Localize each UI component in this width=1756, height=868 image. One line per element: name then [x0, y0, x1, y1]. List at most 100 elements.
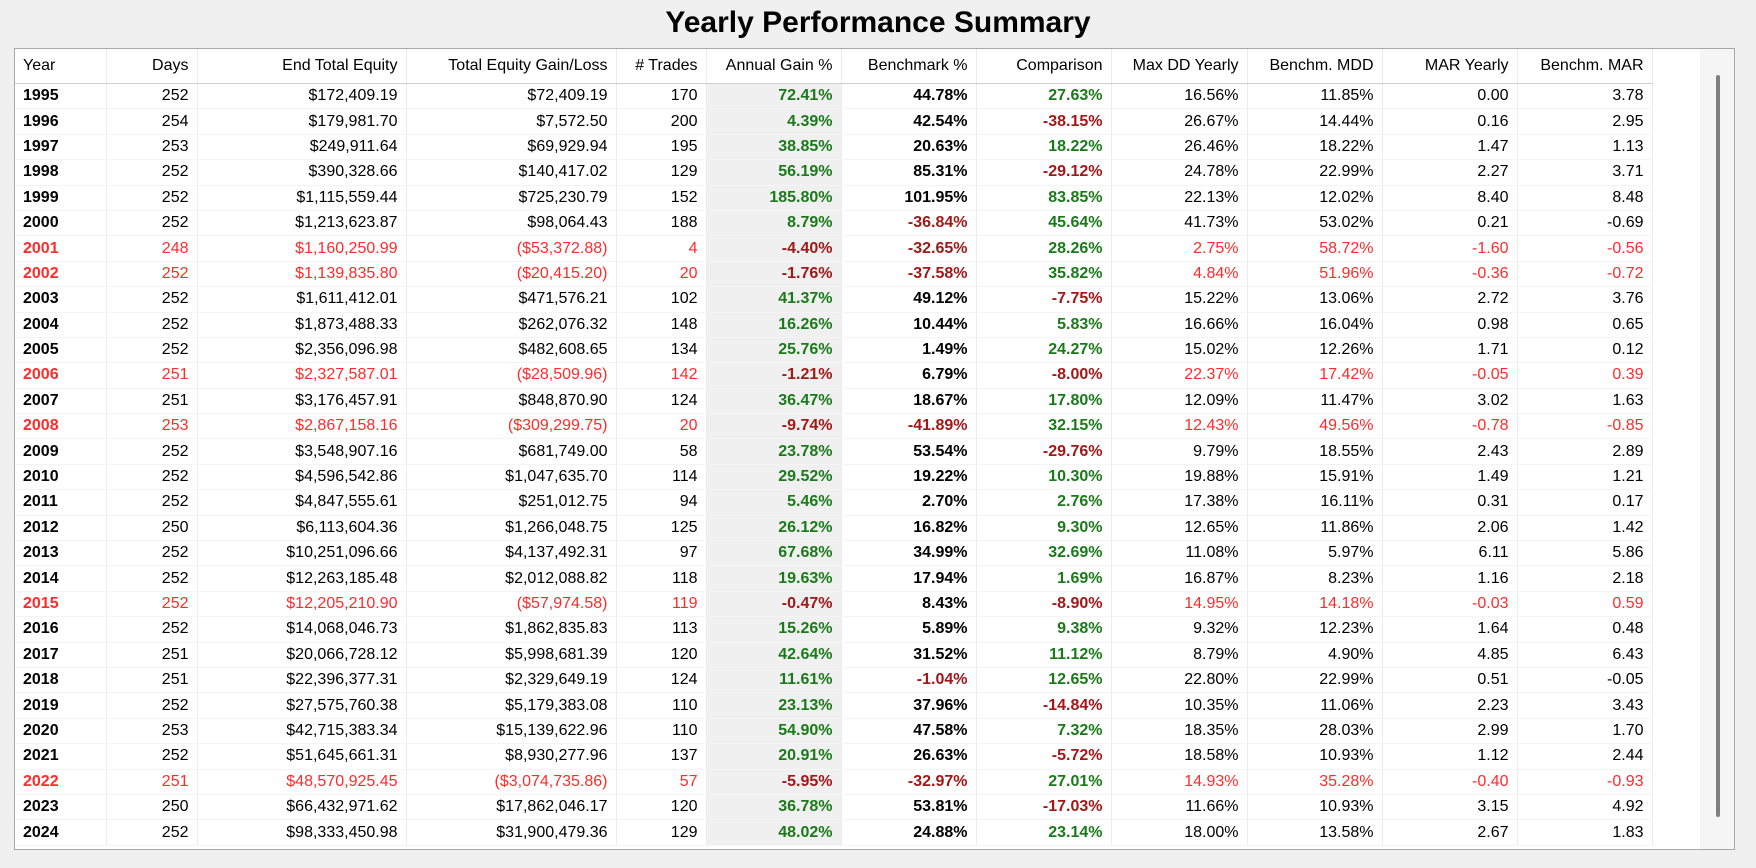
- cell-bmdd: 53.02%: [1247, 210, 1383, 237]
- cell-year: 1997: [15, 134, 107, 161]
- scrollbar-thumb[interactable]: [1716, 75, 1720, 817]
- table-row[interactable]: 2024 252 $98,333,450.98 $31,900,479.36 129 48…: [15, 819, 1653, 846]
- cell-mdd: 12.43%: [1111, 413, 1248, 440]
- cell-annual: 4.39%: [706, 108, 842, 135]
- cell-annual: 8.79%: [706, 210, 842, 237]
- column-header[interactable]: Benchm. MAR: [1517, 49, 1653, 84]
- cell-bmdd: 17.42%: [1247, 362, 1383, 389]
- cell-mar: 0.21: [1382, 210, 1518, 237]
- table-row[interactable]: 2009 252 $3,548,907.16 $681,749.00 58 23.78% 5…: [15, 438, 1653, 465]
- cell-comp: 32.69%: [976, 540, 1112, 567]
- table-row[interactable]: 2004 252 $1,873,488.33 $262,076.32 148 16.26%…: [15, 312, 1653, 338]
- column-header[interactable]: Comparison: [976, 49, 1112, 84]
- cell-annual: 185.80%: [706, 185, 842, 211]
- table-row[interactable]: 2010 252 $4,596,542.86 $1,047,635.70 114 29.5…: [15, 464, 1653, 491]
- cell-equity: $3,548,907.16: [197, 438, 407, 465]
- cell-comp: 35.82%: [976, 261, 1112, 288]
- cell-mdd: 12.65%: [1111, 515, 1248, 542]
- table-row[interactable]: 2006 251 $2,327,587.01 ($28,509.96) 142 -1.21…: [15, 362, 1653, 389]
- cell-equity: $66,432,971.62: [197, 794, 407, 821]
- cell-mdd: 22.80%: [1111, 667, 1248, 694]
- cell-bmdd: 51.96%: [1247, 261, 1383, 288]
- table-row[interactable]: 2020 253 $42,715,383.34 $15,139,622.96 110 54…: [15, 718, 1653, 745]
- table-row[interactable]: 1999 252 $1,115,559.44 $725,230.79 152 185.80…: [15, 185, 1653, 211]
- cell-bmdd: 16.04%: [1247, 312, 1383, 338]
- performance-table: Year Days End Total Equity Total Equity Gai…: [15, 49, 1653, 846]
- table-row[interactable]: 2023 250 $66,432,971.62 $17,862,046.17 120 36…: [15, 794, 1653, 821]
- cell-bmar: 3.71: [1517, 159, 1653, 186]
- cell-trades: 170: [616, 83, 707, 110]
- table-row[interactable]: 1998 252 $390,328.66 $140,417.02 129 56.19% 85…: [15, 159, 1653, 186]
- cell-year: 2005: [15, 337, 107, 364]
- cell-mar: 2.72: [1382, 286, 1518, 313]
- column-header[interactable]: Total Equity Gain/Loss: [406, 49, 617, 84]
- cell-trades: 148: [616, 312, 707, 338]
- cell-gain: $4,137,492.31: [406, 540, 617, 567]
- table-row[interactable]: 2017 251 $20,066,728.12 $5,998,681.39 120 42.…: [15, 642, 1653, 668]
- column-header[interactable]: Year: [15, 49, 107, 84]
- cell-bmdd: 58.72%: [1247, 235, 1383, 262]
- cell-days: 248: [106, 235, 198, 262]
- cell-mar: 2.27: [1382, 159, 1518, 186]
- cell-days: 252: [106, 185, 198, 211]
- table-row[interactable]: 2021 252 $51,645,661.31 $8,930,277.96 137 20.…: [15, 743, 1653, 770]
- table-row[interactable]: 2007 251 $3,176,457.91 $848,870.90 124 36.47%…: [15, 388, 1653, 415]
- table-row[interactable]: 2012 250 $6,113,604.36 $1,266,048.75 125 26.1…: [15, 515, 1653, 542]
- table-row[interactable]: 2019 252 $27,575,760.38 $5,179,383.08 110 23.…: [15, 692, 1653, 719]
- cell-trades: 58: [616, 438, 707, 465]
- table-row[interactable]: 2018 251 $22,396,377.31 $2,329,649.19 124 11.…: [15, 667, 1653, 694]
- column-header[interactable]: Benchmark %: [841, 49, 977, 84]
- table-row[interactable]: 2022 251 $48,570,925.45 ($3,074,735.86) 57 -5…: [15, 769, 1653, 795]
- cell-mar: -1.60: [1382, 235, 1518, 262]
- table-row[interactable]: 1995 252 $172,409.19 $72,409.19 170 72.41% 44.…: [15, 83, 1653, 110]
- cell-annual: 23.13%: [706, 692, 842, 719]
- cell-mar: 0.98: [1382, 312, 1518, 338]
- column-header[interactable]: Days: [106, 49, 198, 84]
- table-row[interactable]: 1997 253 $249,911.64 $69,929.94 195 38.85% 20.…: [15, 134, 1653, 161]
- table-row[interactable]: 2000 252 $1,213,623.87 $98,064.43 188 8.79% -3…: [15, 210, 1653, 237]
- cell-mdd: 14.93%: [1111, 769, 1248, 795]
- cell-gain: $31,900,479.36: [406, 819, 617, 846]
- cell-trades: 137: [616, 743, 707, 770]
- cell-bmar: 0.59: [1517, 591, 1653, 618]
- cell-year: 2006: [15, 362, 107, 389]
- table-row[interactable]: 2013 252 $10,251,096.66 $4,137,492.31 97 67.6…: [15, 540, 1653, 567]
- table-row[interactable]: 2014 252 $12,263,185.48 $2,012,088.82 118 19.…: [15, 565, 1653, 592]
- table-row[interactable]: 2002 252 $1,139,835.80 ($20,415.20) 20 -1.76%…: [15, 261, 1653, 288]
- cell-mar: 4.85: [1382, 642, 1518, 668]
- cell-equity: $1,213,623.87: [197, 210, 407, 237]
- cell-mar: 2.43: [1382, 438, 1518, 465]
- cell-trades: 129: [616, 159, 707, 186]
- cell-mdd: 9.32%: [1111, 616, 1248, 643]
- cell-bmar: 3.76: [1517, 286, 1653, 313]
- performance-grid[interactable]: Year Days End Total Equity Total Equity Gai…: [14, 48, 1735, 850]
- cell-gain: $681,749.00: [406, 438, 617, 465]
- cell-trades: 97: [616, 540, 707, 567]
- table-row[interactable]: 2001 248 $1,160,250.99 ($53,372.88) 4 -4.40% -…: [15, 235, 1653, 262]
- column-header[interactable]: Max DD Yearly: [1111, 49, 1248, 84]
- cell-equity: $48,570,925.45: [197, 769, 407, 795]
- table-row[interactable]: 2011 252 $4,847,555.61 $251,012.75 94 5.46% 2.…: [15, 489, 1653, 516]
- cell-bmdd: 13.06%: [1247, 286, 1383, 313]
- table-row[interactable]: 2016 252 $14,068,046.73 $1,862,835.83 113 15.…: [15, 616, 1653, 643]
- table-row[interactable]: 2003 252 $1,611,412.01 $471,576.21 102 41.37%…: [15, 286, 1653, 313]
- cell-trades: 142: [616, 362, 707, 389]
- cell-bench: 10.44%: [841, 312, 977, 338]
- cell-equity: $10,251,096.66: [197, 540, 407, 567]
- column-header[interactable]: Benchm. MDD: [1247, 49, 1383, 84]
- table-row[interactable]: 1996 254 $179,981.70 $7,572.50 200 4.39% 42.54…: [15, 108, 1653, 135]
- cell-year: 2018: [15, 667, 107, 694]
- column-header[interactable]: Annual Gain %: [706, 49, 842, 84]
- column-header[interactable]: MAR Yearly: [1382, 49, 1518, 84]
- cell-bench: 31.52%: [841, 642, 977, 668]
- cell-mdd: 15.22%: [1111, 286, 1248, 313]
- table-row[interactable]: 2005 252 $2,356,096.98 $482,608.65 134 25.76%…: [15, 337, 1653, 364]
- table-row[interactable]: 2008 253 $2,867,158.16 ($309,299.75) 20 -9.74…: [15, 413, 1653, 440]
- table-row[interactable]: 2015 252 $12,205,210.90 ($57,974.58) 119 -0.4…: [15, 591, 1653, 618]
- vertical-scrollbar[interactable]: [1700, 49, 1734, 849]
- cell-year: 1998: [15, 159, 107, 186]
- column-header[interactable]: End Total Equity: [197, 49, 407, 84]
- cell-trades: 20: [616, 413, 707, 440]
- cell-mdd: 14.95%: [1111, 591, 1248, 618]
- column-header[interactable]: # Trades: [616, 49, 707, 84]
